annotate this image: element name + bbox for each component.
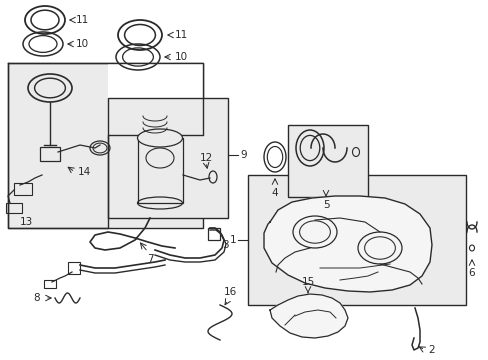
Text: 5: 5 [322, 200, 328, 210]
Text: 15: 15 [301, 277, 314, 287]
Bar [8, 63, 203, 228]
Text: 6: 6 [468, 268, 474, 278]
Text: 16: 16 [223, 287, 236, 297]
Text: 10: 10 [175, 52, 188, 62]
Bar [6, 203, 22, 213]
Text: 3: 3 [222, 240, 228, 250]
Bar [108, 63, 203, 135]
Bar [14, 183, 32, 195]
Text: 12: 12 [200, 153, 213, 163]
Bar [247, 175, 465, 305]
Bar [68, 262, 80, 274]
Text: 14: 14 [78, 167, 91, 177]
Bar [44, 280, 56, 288]
Bar [40, 147, 60, 161]
Polygon shape [269, 294, 347, 338]
Text: 11: 11 [175, 30, 188, 40]
Text: 1: 1 [229, 235, 236, 245]
Ellipse shape [137, 129, 182, 147]
Text: 9: 9 [240, 150, 246, 160]
Text: 13: 13 [20, 217, 33, 227]
Text: 7: 7 [146, 254, 153, 264]
Bar [207, 228, 220, 240]
Text: 10: 10 [76, 39, 89, 49]
Bar [108, 98, 227, 218]
Bar [138, 138, 183, 203]
Bar [287, 125, 367, 197]
Text: 4: 4 [271, 188, 278, 198]
Text: 11: 11 [76, 15, 89, 25]
Polygon shape [264, 196, 431, 292]
Text: 2: 2 [427, 345, 434, 355]
Text: 8: 8 [33, 293, 40, 303]
